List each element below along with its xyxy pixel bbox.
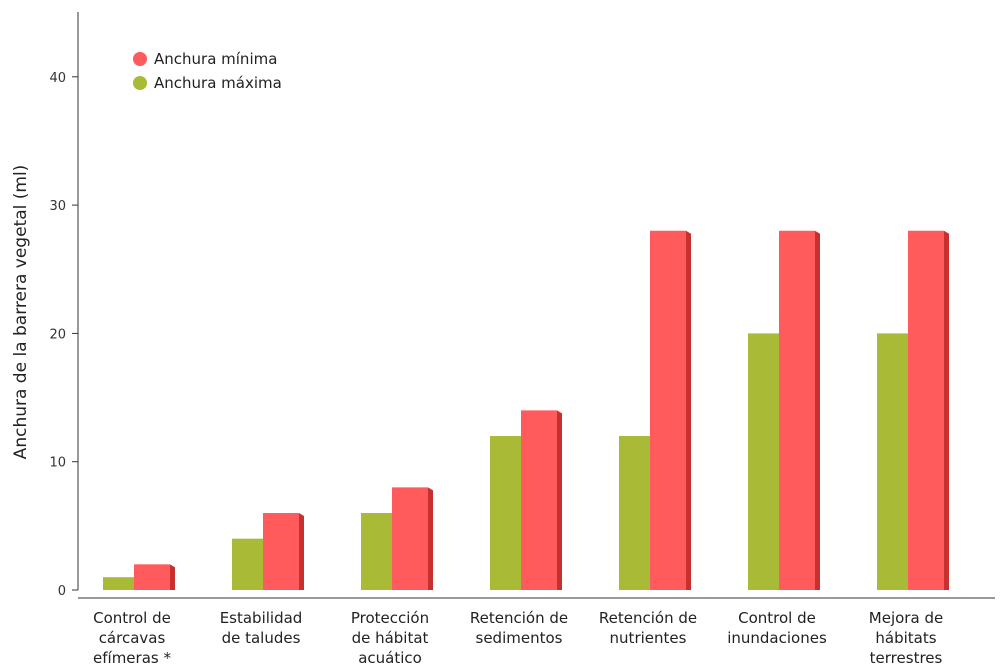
x-tick-label: hábitats — [875, 629, 936, 647]
bar-side — [557, 410, 562, 590]
bar-front — [361, 513, 397, 590]
x-tick-label: Mejora de — [869, 609, 943, 627]
bar-front — [650, 230, 686, 590]
bar-front — [232, 538, 268, 590]
bar-front — [490, 436, 526, 590]
x-tick-labels: Control de cárcavas efímeras * Estabilidad d… — [93, 609, 943, 667]
bar-side — [944, 230, 949, 590]
bar-front — [877, 333, 913, 590]
bars — [103, 230, 949, 590]
bar — [908, 230, 949, 590]
bar — [263, 513, 304, 590]
legend: Anchura mínima Anchura máxima — [133, 50, 282, 92]
bar-front — [521, 410, 557, 590]
legend-swatch — [133, 52, 147, 66]
y-axis-label: Anchura de la barrera vegetal (ml) — [11, 165, 31, 460]
bar-side — [170, 564, 175, 590]
x-tick-label: nutrientes — [610, 629, 687, 647]
bar — [521, 410, 562, 590]
bar-side — [815, 230, 820, 590]
x-tick-label: Control de — [93, 609, 171, 627]
x-tick-label: Retención de — [599, 609, 697, 627]
bar — [490, 436, 531, 590]
bar-side — [686, 230, 691, 590]
x-tick-label: cárcavas — [99, 629, 166, 647]
bar-side — [299, 513, 304, 590]
axes: 0 10 20 30 40 — [49, 12, 995, 599]
y-tick-label: 10 — [49, 456, 66, 471]
bar-front — [619, 436, 655, 590]
y-tick-label: 30 — [49, 199, 66, 214]
bar-front — [748, 333, 784, 590]
x-tick-label: inundaciones — [727, 629, 827, 647]
y-tick-label: 0 — [58, 584, 66, 599]
legend-swatch — [133, 76, 147, 90]
bar — [650, 230, 691, 590]
x-tick-label: Protección — [351, 609, 429, 627]
bar-front — [779, 230, 815, 590]
x-tick-label: efímeras * — [93, 649, 171, 667]
bar-front — [134, 564, 170, 590]
bar — [134, 564, 175, 590]
x-tick-label: Control de — [738, 609, 816, 627]
x-tick-label: de hábitat — [352, 629, 429, 647]
bar-front — [263, 513, 299, 590]
x-tick-label: Retención de — [470, 609, 568, 627]
bar — [392, 487, 433, 590]
legend-label: Anchura máxima — [154, 74, 282, 92]
x-tick-label: Estabilidad — [220, 609, 303, 627]
legend-label: Anchura mínima — [154, 50, 277, 68]
x-tick-label: terrestres — [870, 649, 943, 667]
x-tick-label: de taludes — [222, 629, 301, 647]
y-tick-label: 40 — [49, 71, 66, 86]
bar-front — [103, 577, 139, 590]
y-tick-label: 20 — [49, 327, 66, 342]
bar-side — [428, 487, 433, 590]
x-tick-label: sedimentos — [476, 629, 563, 647]
bar — [779, 230, 820, 590]
bar-front — [908, 230, 944, 590]
x-tick-label: acuático — [358, 649, 422, 667]
bar-front — [392, 487, 428, 590]
